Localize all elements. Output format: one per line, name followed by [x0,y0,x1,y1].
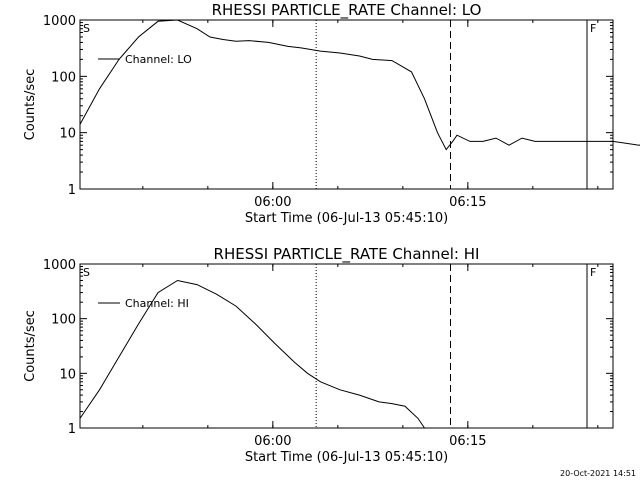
series-line [79,19,640,151]
chart-title: RHESSI PARTICLE_RATE Channel: LO [212,1,482,20]
x-tick-label: 06:00 [254,434,291,449]
y-tick-label: 100 [51,70,76,85]
y-axis-label: Counts/sec [23,310,38,382]
y-tick-label: 10 [59,127,76,142]
y-tick-label: 1 [68,183,76,198]
x-tick-label: 06:00 [254,195,291,210]
event-marker-label: S [83,266,90,279]
plot-frame [79,263,614,429]
footer-timestamp: 20-Oct-2021 14:51 [560,469,636,478]
y-tick-label: 100 [51,313,76,328]
panel-lo: RHESSI PARTICLE_RATE Channel: LO 1 10 100 10… [23,1,640,226]
panel-hi: RHESSI PARTICLE_RATE Channel: HI 1 10 100 10… [23,245,614,465]
x-axis-label: Start Time (06-Jul-13 05:45:10) [245,450,448,465]
x-tick-label: 06:15 [449,195,486,210]
x-axis-label: Start Time (06-Jul-13 05:45:10) [245,211,448,226]
chart-title: RHESSI PARTICLE_RATE Channel: HI [214,245,480,264]
series-line [79,279,425,429]
plot-frame [79,19,614,190]
y-tick-label: 10 [59,367,76,382]
y-tick-label: 1000 [43,258,76,273]
legend-label: Channel: LO [125,53,192,66]
event-marker-label: F [590,266,596,279]
y-tick-label: 1000 [43,14,76,29]
x-tick-label: 06:15 [449,434,486,449]
event-marker-label: F [590,22,596,35]
event-marker-label: S [83,22,90,35]
legend-label: Channel: HI [125,297,189,310]
y-tick-label: 1 [68,422,76,437]
y-axis-label: Counts/sec [23,69,38,141]
